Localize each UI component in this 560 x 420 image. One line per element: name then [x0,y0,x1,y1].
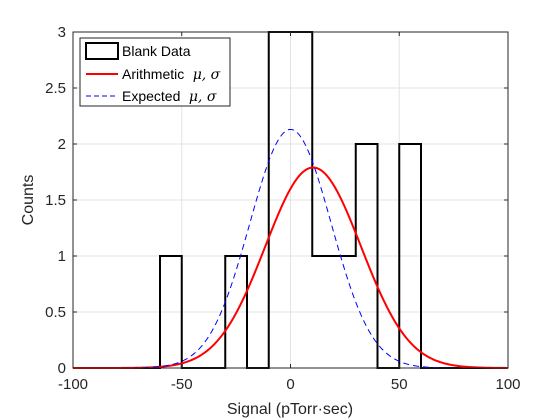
legend-label-expected: Expected μ, σ [122,88,217,105]
legend-swatch-blank-data [85,42,119,60]
y-tick-label: 2 [58,136,66,153]
y-tick-label: 1.5 [45,192,66,209]
legend-label-arithmetic: Arithmetic μ, σ [122,66,221,83]
legend-text-arithmetic: Arithmetic [122,66,184,82]
legend-math-arithmetic: μ, σ [193,67,221,83]
legend-math-expected: μ, σ [189,89,217,105]
y-axis-label: Counts [20,175,37,226]
x-axis-label: Signal (pTorr·sec) [227,401,353,418]
y-tick-label: 2.5 [45,80,66,97]
legend-label-blank-data: Blank Data [122,43,191,59]
x-tick-label: 0 [286,376,294,393]
legend: Blank Data Arithmetic μ, σ Expected μ, σ [79,37,231,107]
x-tick-label: -100 [58,376,88,393]
legend-box [79,37,231,107]
y-tick-label: 0.5 [45,304,66,321]
legend-text-expected: Expected [122,88,180,104]
x-tick-label: -50 [171,376,193,393]
axis-ticks: -100 -50 0 50 100 0 0.5 1 1.5 2 2.5 3 [45,24,520,393]
x-tick-label: 50 [391,376,408,393]
x-tick-label: 100 [495,376,520,393]
y-tick-label: 3 [58,24,66,41]
y-tick-label: 0 [58,360,66,377]
y-tick-label: 1 [58,248,66,265]
